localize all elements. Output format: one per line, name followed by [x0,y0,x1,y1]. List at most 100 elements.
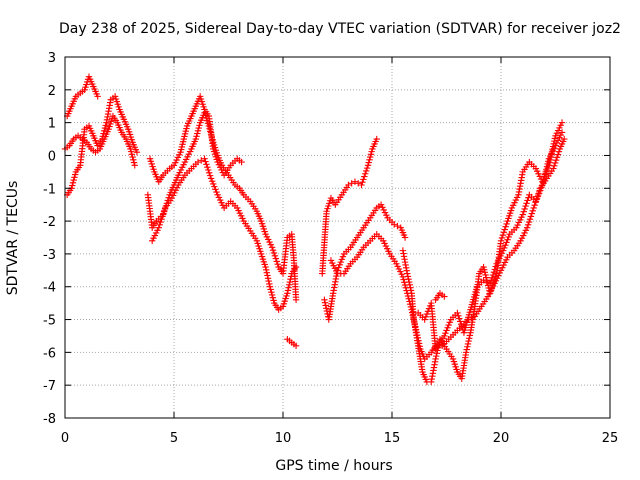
data-point [407,287,415,294]
series-track-h [319,135,380,277]
data-point [270,297,277,304]
data-point [533,195,541,202]
data-point [456,315,463,322]
x-tick-label: 25 [602,431,619,446]
data-point [466,332,474,339]
data-point [537,187,544,194]
data-point [286,278,294,286]
data-point [421,316,428,323]
data-point [204,163,211,171]
data-point [373,135,380,143]
data-point [292,263,300,271]
data-point [558,129,566,136]
y-tick-label: -6 [43,346,56,361]
data-point [498,234,506,242]
x-axis-title: GPS time / hours [275,458,392,474]
data-point [272,255,280,262]
data-point [71,171,79,178]
data-point [441,293,448,300]
data-point [555,148,563,155]
data-point [363,164,371,172]
data-point [455,312,462,319]
data-point [492,273,499,280]
data-point [486,280,494,287]
data-point [551,135,559,142]
data-point [157,218,164,226]
data-point [505,233,512,241]
data-point [131,162,138,169]
data-point [490,278,498,286]
data-point [503,239,510,246]
data-point [367,153,374,161]
data-point [441,332,448,340]
data-point [198,157,205,164]
data-point [133,148,141,156]
data-point [501,244,508,252]
data-point [323,307,331,315]
data-point [321,296,328,304]
data-point [71,174,78,181]
data-point [336,261,343,269]
data-point [446,319,453,326]
data-point [337,258,344,266]
data-point [423,310,431,318]
data-point [321,299,329,306]
data-point [323,305,330,312]
data-point [269,246,277,254]
data-point [390,221,398,228]
data-point [271,252,279,259]
data-point [361,173,368,180]
data-point [365,159,372,166]
data-point [203,161,210,168]
data-point [264,275,272,282]
data-point [466,335,473,342]
data-point [532,198,540,205]
data-point [443,327,450,334]
data-point [100,130,107,137]
data-point [99,133,106,140]
data-point [489,271,497,279]
data-point [554,151,562,158]
y-tick-label: -8 [43,412,56,427]
data-point [205,166,212,174]
data-point [405,278,413,286]
data-point [127,148,135,155]
data-point [522,202,529,210]
data-point [193,133,200,140]
grid [65,57,610,418]
data-point [196,122,203,129]
data-point [531,201,538,209]
data-point [355,180,362,187]
data-point [530,204,537,212]
data-point [322,302,329,309]
data-point [263,269,271,276]
data-point [520,208,527,215]
data-point [404,270,411,277]
data-point [499,247,507,254]
data-point [69,179,77,187]
data-point [287,273,295,280]
data-point [339,253,347,260]
data-point [422,313,429,321]
data-point [551,159,559,167]
data-point [367,151,375,158]
y-tick-label: 2 [48,84,56,99]
data-point [457,318,464,325]
data-points [61,73,568,386]
y-tick-label: -4 [43,281,56,296]
data-point [366,156,373,164]
data-point [284,287,292,294]
data-point [269,294,277,301]
data-point [480,276,487,284]
data-point [487,287,495,294]
data-point [274,261,281,268]
y-tick-label: 1 [48,117,56,132]
x-tick-label: 10 [275,431,292,446]
data-point [212,186,219,193]
data-point [268,244,276,251]
data-point [492,263,499,270]
data-point [359,178,366,186]
data-point [521,205,528,213]
data-point [525,194,532,201]
